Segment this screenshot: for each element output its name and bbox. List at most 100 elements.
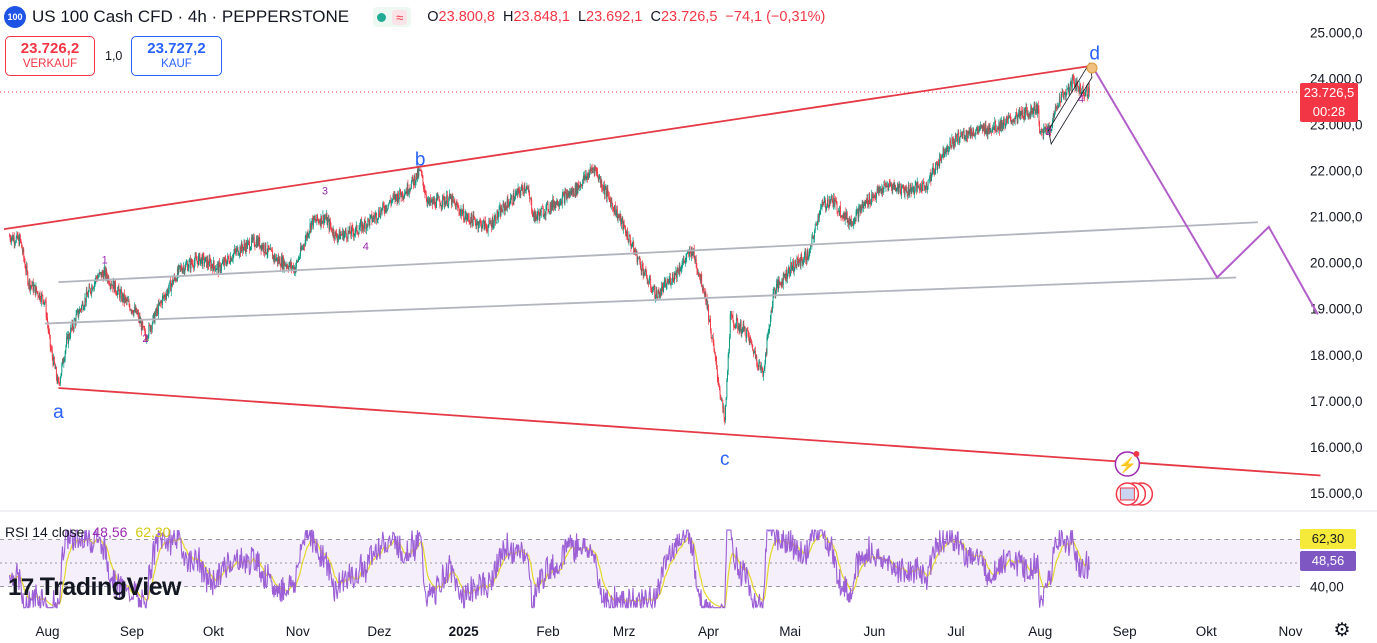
candle-body xyxy=(829,199,831,203)
candle-body xyxy=(705,297,707,302)
candle-body xyxy=(47,317,48,325)
candle-body xyxy=(725,405,726,420)
candle-body xyxy=(951,137,953,147)
candle-body xyxy=(21,242,23,249)
candle-body xyxy=(627,231,629,240)
candle-body xyxy=(395,194,397,200)
candle-body xyxy=(554,204,556,209)
candle-body xyxy=(87,295,89,297)
candle-body xyxy=(369,217,371,225)
symbol-title[interactable]: US 100 Cash CFD · 4h · PEPPERSTONE xyxy=(32,7,350,26)
buy-button[interactable]: 23.727,2 KAUF xyxy=(131,36,222,76)
candle-body xyxy=(646,271,648,278)
candle-body xyxy=(909,191,911,194)
candle-body xyxy=(949,140,951,149)
candle-body xyxy=(1037,105,1039,114)
candle-body xyxy=(68,334,70,338)
candle-body xyxy=(77,309,79,317)
candle-body xyxy=(386,208,388,211)
candle-body xyxy=(730,313,732,315)
candle-body xyxy=(485,225,487,227)
candle-body xyxy=(350,233,352,236)
candle-body xyxy=(1031,109,1033,114)
candle-body xyxy=(452,195,454,200)
x-axis-label: Nov xyxy=(286,624,310,639)
candle-body xyxy=(701,286,703,290)
candle-body xyxy=(600,180,602,184)
candle-body xyxy=(37,292,39,297)
candle-body xyxy=(574,195,575,196)
candle-body xyxy=(329,221,331,230)
candle-body xyxy=(816,224,818,226)
candle-body xyxy=(729,314,731,338)
candle-body xyxy=(38,292,40,298)
candle-body xyxy=(998,123,1000,130)
candle-body xyxy=(242,248,244,252)
market-status[interactable]: ≈ xyxy=(373,7,412,27)
rsi-value: 48,56 xyxy=(92,524,128,540)
candle-body xyxy=(451,195,453,206)
candle-body xyxy=(117,290,119,296)
candle-body xyxy=(331,231,333,235)
candle-body xyxy=(229,256,231,264)
candle-body xyxy=(268,248,270,250)
candle-body xyxy=(42,299,44,304)
candle-body xyxy=(561,195,563,205)
candle-body xyxy=(470,213,472,225)
candle-body xyxy=(733,320,735,326)
candle-body xyxy=(34,285,36,295)
candle-body xyxy=(531,200,533,212)
candle-body xyxy=(1086,85,1088,91)
candle-body xyxy=(132,312,134,315)
candle-body xyxy=(824,200,826,208)
rsi-legend[interactable]: RSI 14 close 48,56 62,30 xyxy=(5,524,170,540)
candle-body xyxy=(151,326,153,330)
candle-body xyxy=(346,238,348,239)
candle-body xyxy=(40,293,42,302)
candle-body xyxy=(755,356,757,359)
candle-body xyxy=(308,231,310,235)
candle-body xyxy=(763,368,765,371)
candle-body xyxy=(1084,95,1085,97)
candle-body xyxy=(633,249,635,253)
candle-body xyxy=(1038,109,1040,125)
x-axis-label: Sep xyxy=(120,624,144,639)
candle-body xyxy=(219,262,221,264)
candle-body xyxy=(1053,114,1055,118)
candle-body xyxy=(87,291,89,297)
candle-body xyxy=(410,182,412,189)
candle-body xyxy=(610,200,612,207)
candle-body xyxy=(588,173,590,178)
candle-body xyxy=(798,260,800,266)
gear-icon[interactable]: ⚙ xyxy=(1333,620,1351,641)
quantity-field[interactable]: 1,0 xyxy=(105,49,123,63)
candle-body xyxy=(492,218,494,228)
candle-body xyxy=(788,266,790,271)
candle-body xyxy=(414,176,416,185)
candle-body xyxy=(625,228,626,234)
tradingview-logo[interactable]: 17 TradingView xyxy=(8,573,182,602)
tradingview-wordmark: TradingView xyxy=(39,573,182,601)
candle-body xyxy=(686,253,688,258)
candle-body xyxy=(936,163,938,170)
candle-body xyxy=(1066,88,1068,94)
candle-body xyxy=(769,326,771,329)
candle-body xyxy=(410,188,412,190)
x-axis-label: Okt xyxy=(1196,624,1217,639)
candle-body xyxy=(820,206,822,212)
sell-button[interactable]: 23.726,2 VERKAUF xyxy=(5,36,95,76)
candle-body xyxy=(460,209,462,212)
candle-body xyxy=(1073,78,1075,81)
candle-body xyxy=(1016,112,1017,116)
candle-body xyxy=(665,285,667,288)
candle-body xyxy=(187,263,189,271)
symbol-badge[interactable]: 100 xyxy=(4,6,26,28)
candle-body xyxy=(627,239,629,243)
candle-body xyxy=(984,128,986,134)
candle-body xyxy=(264,242,266,253)
candle-body xyxy=(338,229,340,236)
candle-body xyxy=(726,379,728,398)
candle-body xyxy=(1016,115,1018,123)
candle-body xyxy=(1043,127,1045,129)
